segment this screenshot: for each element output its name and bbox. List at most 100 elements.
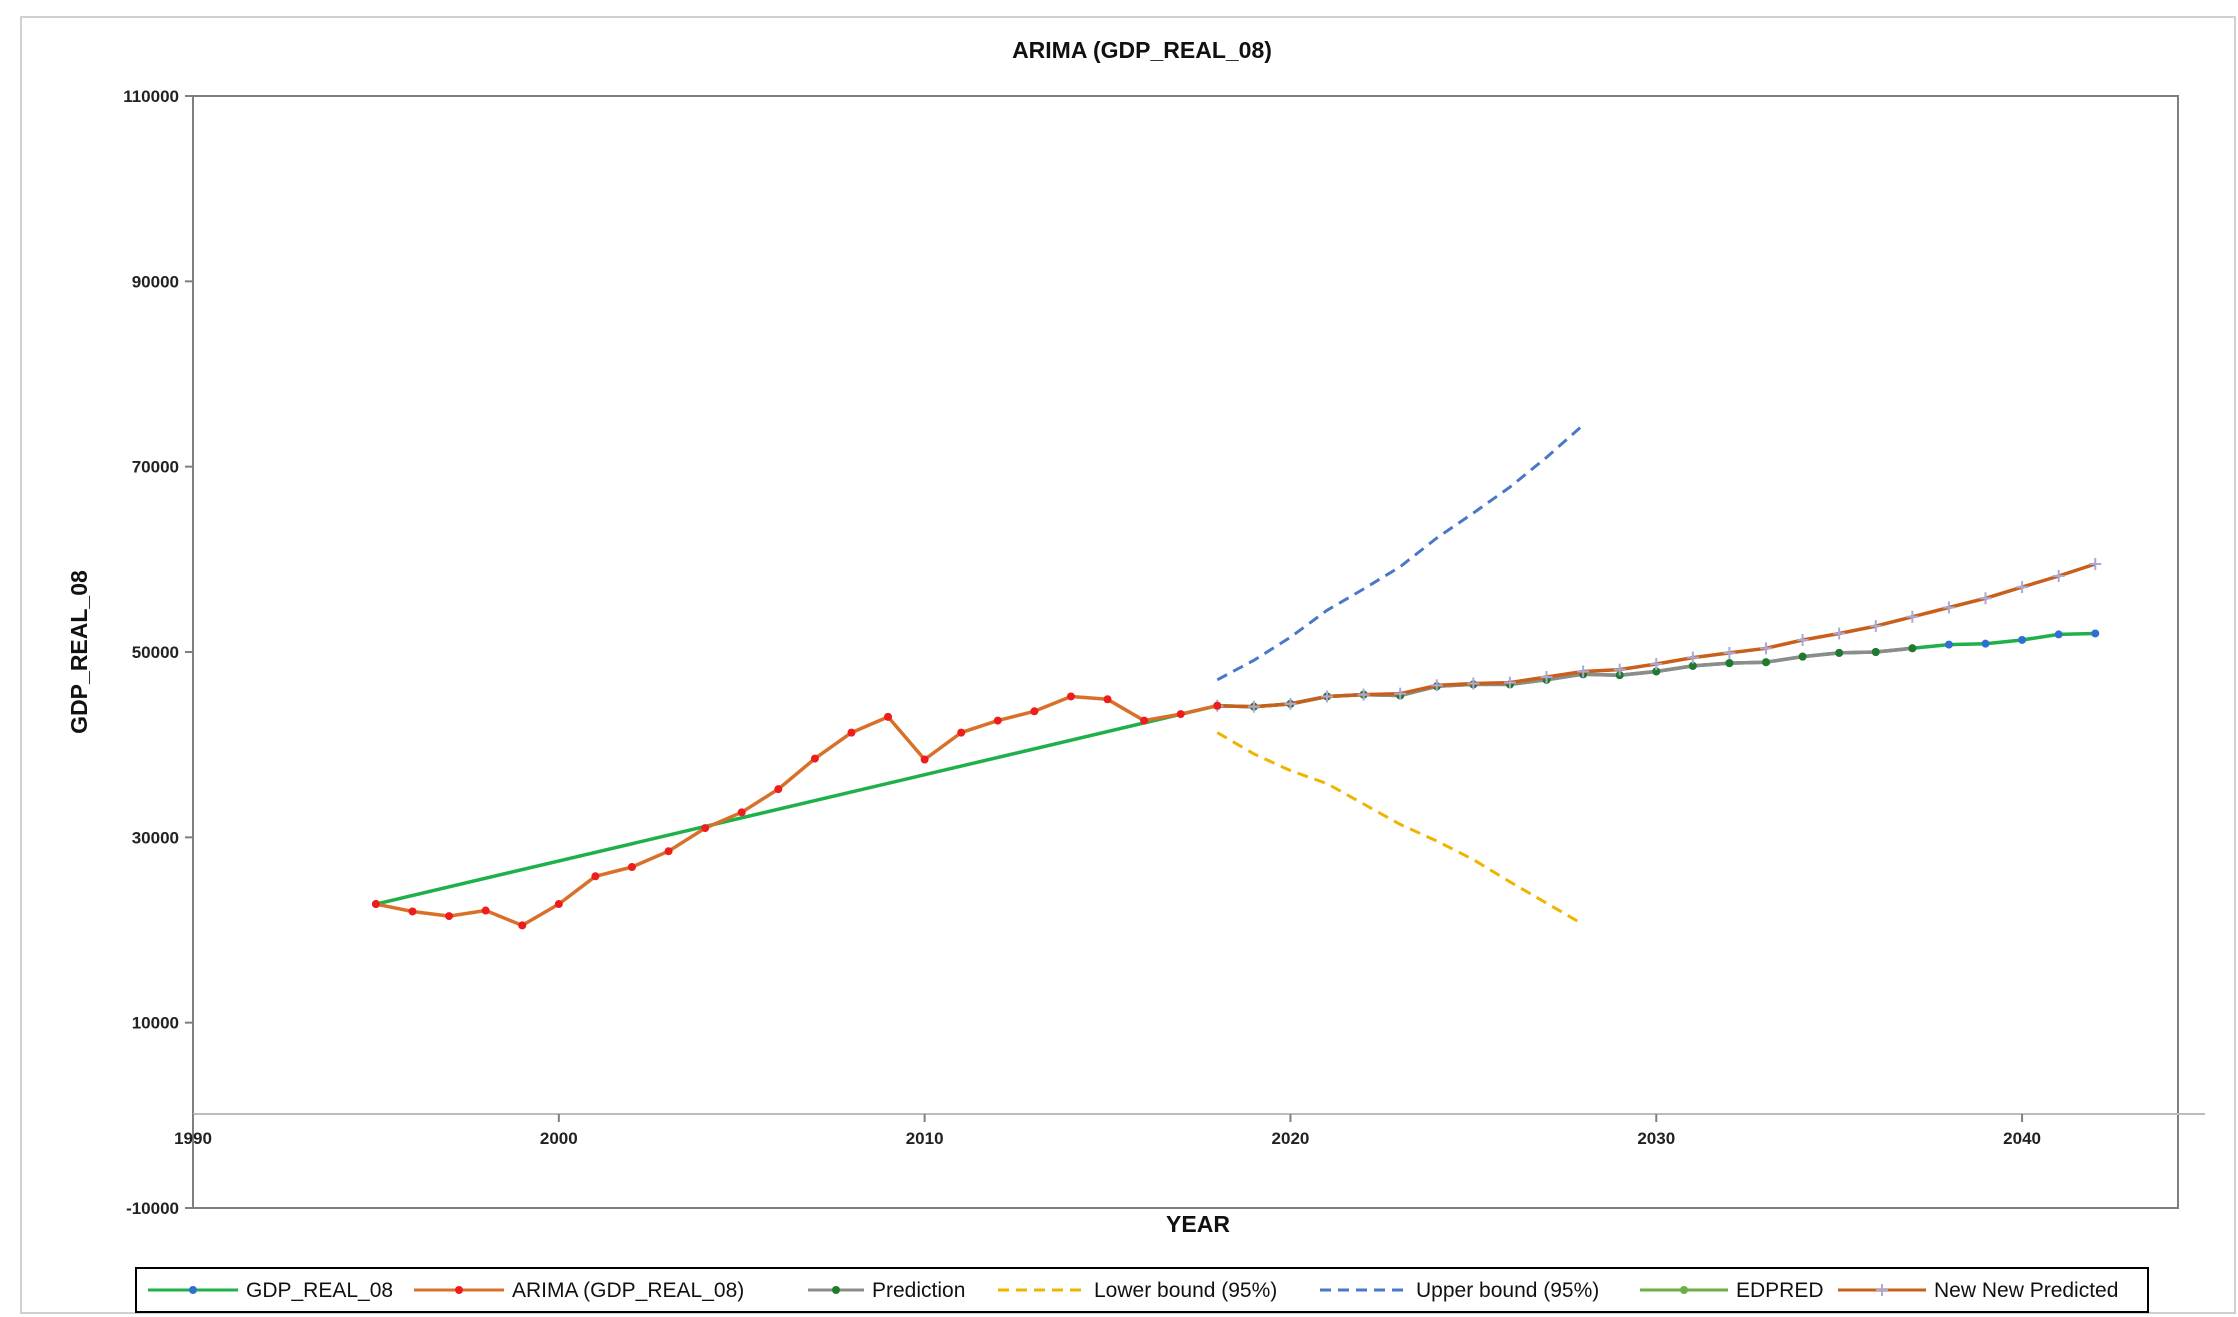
data-point [737,808,746,817]
legend-item-edpred: EDPRED [1640,1279,1824,1302]
data-point [1066,692,1075,701]
legend-label: EDPRED [1736,1279,1824,1302]
y-tick-label: 30000 [132,828,179,847]
legend-item-arima-gdp-real-08: ARIMA (GDP_REAL_08) [414,1279,744,1302]
data-point [1869,620,1882,633]
y-tick-label: 110000 [123,87,179,106]
data-point [1798,652,1807,661]
data-point [1503,676,1516,689]
data-point [1871,648,1880,656]
data-point [1650,658,1663,671]
data-point [1652,667,1661,676]
y-tick-label: 50000 [132,643,179,662]
y-tick-label: 90000 [132,272,179,291]
data-point [810,754,819,763]
data-point [1908,644,1917,653]
y-tick-labels: -10000 10000 30000 50000 70000 90000 110000 [123,87,193,1218]
data-point [957,728,966,737]
chart-title: ARIMA (GDP_REAL_08) [1012,37,1272,63]
data-point [1140,716,1149,725]
data-point [2089,557,2102,570]
data-point [2018,635,2027,644]
legend-item-upper-bound-95: Upper bound (95%) [1320,1279,1599,1302]
legend-label: Prediction [872,1279,965,1302]
data-point [701,824,710,833]
data-point [847,728,856,737]
legend-label: GDP_REAL_08 [246,1279,393,1302]
data-point [1284,697,1297,710]
y-tick-label: 10000 [132,1014,179,1033]
data-point [1686,651,1699,664]
data-point [1213,701,1222,710]
legend-item-lower-bound-95: Lower bound (95%) [998,1279,1277,1302]
data-point [1577,665,1590,678]
data-point [664,847,673,856]
data-point [481,906,490,915]
legend-label: Upper bound (95%) [1416,1279,1599,1302]
data-point [774,785,783,794]
data-point [1357,688,1370,701]
data-point [1942,601,1955,614]
x-tick-label: 2010 [906,1129,944,1148]
series-line-arima-gdp-real-08 [375,694,1218,928]
data-point [1796,633,1809,646]
series-upper-bound-95 [1216,423,1585,682]
legend-item-new-new-predicted: New New Predicted [1838,1279,2118,1302]
data-point [2091,629,2100,638]
data-point [2052,570,2065,583]
data-point [371,900,380,909]
data-point [1247,700,1260,713]
y-tick-label: 70000 [132,458,179,477]
data-point [2054,630,2063,639]
data-point [1762,658,1771,667]
data-point [1981,639,1990,648]
data-point [1540,671,1553,684]
legend-label: ARIMA (GDP_REAL_08) [512,1279,744,1302]
data-point [445,912,454,921]
x-tick-label: 2040 [2003,1129,2041,1148]
x-tick-label: 1990 [174,1129,212,1148]
series-line-lower-bound-95 [1216,731,1584,926]
x-tick-label: 2020 [1272,1129,1310,1148]
data-point [408,907,417,916]
legend-item-prediction: Prediction [808,1279,965,1302]
data-point [1944,640,1953,649]
data-point [1835,648,1844,657]
data-point [1723,646,1736,659]
data-point [920,755,929,764]
legend: GDP_REAL_08 ARIMA (GDP_REAL_08) Prediction… [148,1279,2118,1302]
data-point [1030,707,1039,716]
data-point [554,900,563,909]
legend-label: New New Predicted [1934,1279,2118,1302]
y-axis-title: GDP_REAL_08 [66,570,92,734]
data-point [1176,710,1185,719]
x-tick-label: 2030 [1637,1129,1675,1148]
data-point [1430,679,1443,692]
data-point [1760,642,1773,655]
series-lower-bound-95 [1216,731,1584,926]
data-point [1103,695,1112,704]
data-point [2016,581,2029,594]
data-point [1979,592,1992,605]
data-point [1688,661,1697,670]
legend-label: Lower bound (95%) [1094,1279,1277,1302]
series-arima-gdp-real-08 [371,692,1222,930]
y-tick-label: -10000 [126,1199,179,1218]
data-point [884,712,893,721]
x-axis-title: YEAR [1166,1211,1230,1237]
data-point [993,716,1002,725]
x-tick-label: 2000 [540,1129,578,1148]
data-point [627,862,636,871]
series-line-upper-bound-95 [1216,423,1585,682]
data-point [1394,687,1407,700]
legend-item-gdp-real-08: GDP_REAL_08 [148,1279,393,1302]
data-point [1725,659,1734,668]
series-layer [371,423,2102,930]
data-point [1321,690,1334,703]
data-point [1613,663,1626,676]
x-tick-labels: 1990 2000 2010 2020 2030 2040 [174,1114,2041,1148]
data-point [1833,627,1846,640]
data-point [591,872,600,881]
data-point [1467,677,1480,690]
